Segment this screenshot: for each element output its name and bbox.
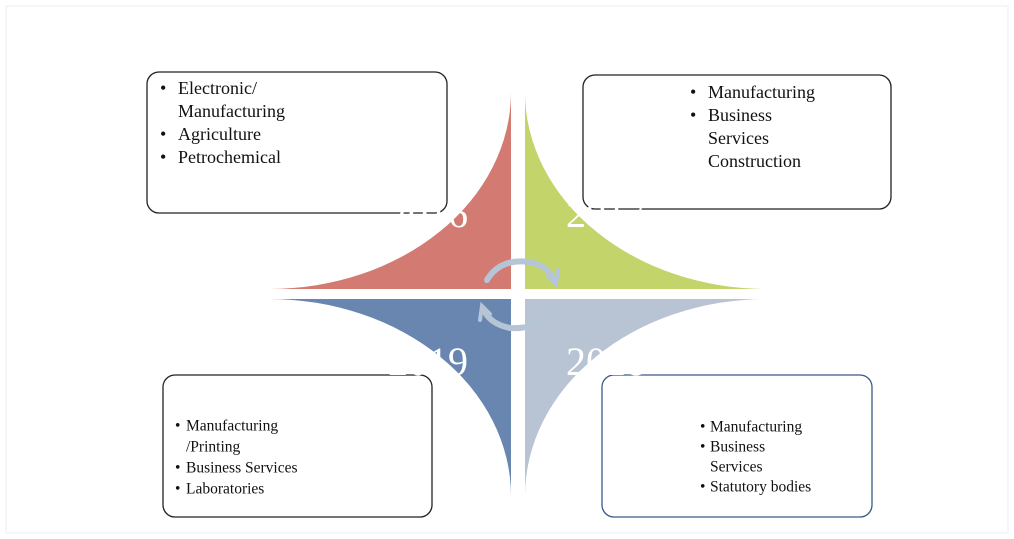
quadrant (525, 92, 767, 289)
item-text: Petrochemical (178, 147, 281, 167)
info-box (582, 74, 892, 210)
cycle-circle: 2016 2017 2018 2019 (269, 92, 767, 496)
bullet: • (175, 418, 180, 435)
item-text: Manufacturing (708, 82, 815, 102)
item-text: Laboratories (186, 481, 264, 498)
arrow-head (478, 301, 492, 322)
bullet: • (700, 439, 705, 456)
boxes: • Electronic/Manufacturing • Agriculture • Pe… (146, 71, 892, 518)
arrow-head (546, 268, 560, 289)
info-box (601, 374, 873, 518)
item-text: Services (710, 459, 763, 476)
item-text: Statutory bodies (710, 479, 811, 496)
year-label: 2019 (388, 339, 468, 384)
item-text: Manufacturing (186, 418, 278, 435)
bullet: • (700, 479, 705, 496)
item-text: Business (708, 105, 772, 125)
bullet: • (175, 481, 180, 498)
year-label: 2016 (388, 191, 468, 236)
item-text: Electronic/ (178, 78, 257, 98)
item-text: Construction (708, 151, 801, 171)
quadrant (269, 299, 511, 496)
item-text: Agriculture (178, 124, 261, 144)
year-label: 2018 (566, 339, 646, 384)
frame (5, 5, 1009, 534)
bullet: • (700, 419, 705, 436)
item-text: Services (708, 128, 769, 148)
bullet: • (160, 124, 166, 144)
item-text: Business (710, 439, 765, 456)
bullet: • (690, 105, 696, 125)
cycle-arrows (478, 258, 560, 332)
item-text: /Printing (186, 439, 241, 456)
item-text: Business Services (186, 460, 298, 477)
item-text: Manufacturing (710, 419, 802, 436)
quadrant (525, 299, 767, 496)
bullet: • (175, 460, 180, 477)
year-label: 2017 (566, 191, 646, 236)
bullet: • (160, 78, 166, 98)
bullet: • (160, 147, 166, 167)
info-box (146, 71, 448, 214)
info-box (162, 374, 433, 518)
quadrant (269, 92, 511, 289)
arrow-top (484, 258, 557, 283)
bullet: • (690, 82, 696, 102)
arrow-bottom (481, 305, 555, 332)
item-text: Manufacturing (178, 101, 285, 121)
